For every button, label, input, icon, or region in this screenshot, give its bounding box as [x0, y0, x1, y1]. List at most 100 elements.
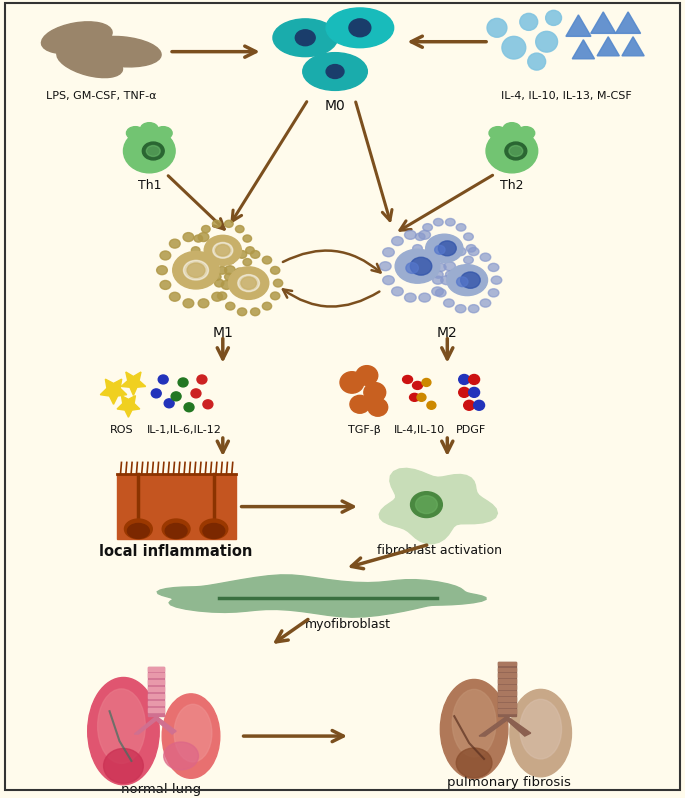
- Ellipse shape: [198, 232, 209, 242]
- Ellipse shape: [221, 280, 232, 290]
- Ellipse shape: [456, 223, 466, 231]
- Ellipse shape: [419, 293, 430, 302]
- Bar: [498, 685, 516, 689]
- Text: Th2: Th2: [500, 179, 523, 192]
- Bar: [148, 687, 164, 691]
- Ellipse shape: [225, 256, 235, 264]
- Ellipse shape: [460, 272, 480, 288]
- Ellipse shape: [473, 401, 484, 410]
- Ellipse shape: [423, 223, 432, 231]
- Ellipse shape: [216, 245, 230, 256]
- Ellipse shape: [173, 251, 219, 289]
- Ellipse shape: [403, 376, 412, 383]
- Ellipse shape: [246, 247, 254, 254]
- Ellipse shape: [184, 403, 194, 412]
- Ellipse shape: [164, 742, 199, 770]
- Ellipse shape: [405, 231, 416, 239]
- Ellipse shape: [457, 277, 468, 286]
- Ellipse shape: [444, 253, 454, 261]
- Ellipse shape: [203, 523, 225, 539]
- Ellipse shape: [225, 273, 233, 280]
- Ellipse shape: [165, 523, 187, 539]
- Ellipse shape: [419, 231, 430, 239]
- Bar: [148, 666, 164, 670]
- Ellipse shape: [422, 378, 431, 386]
- Polygon shape: [134, 717, 156, 734]
- Polygon shape: [121, 372, 146, 395]
- Ellipse shape: [356, 365, 377, 385]
- Bar: [498, 662, 516, 717]
- Ellipse shape: [445, 271, 455, 279]
- Ellipse shape: [238, 251, 247, 259]
- Ellipse shape: [505, 142, 527, 160]
- Ellipse shape: [123, 129, 175, 173]
- Ellipse shape: [201, 226, 210, 233]
- Ellipse shape: [456, 247, 466, 255]
- Ellipse shape: [415, 256, 425, 263]
- Ellipse shape: [217, 267, 227, 275]
- Ellipse shape: [466, 245, 476, 252]
- Bar: [498, 691, 516, 695]
- Ellipse shape: [440, 248, 452, 257]
- Ellipse shape: [456, 266, 466, 273]
- Bar: [498, 662, 516, 665]
- Ellipse shape: [469, 374, 479, 385]
- Ellipse shape: [364, 382, 386, 402]
- Ellipse shape: [440, 679, 508, 779]
- Ellipse shape: [480, 299, 490, 307]
- Ellipse shape: [213, 243, 233, 259]
- Ellipse shape: [171, 392, 181, 401]
- Ellipse shape: [440, 276, 452, 285]
- Ellipse shape: [480, 253, 490, 261]
- Ellipse shape: [427, 401, 436, 409]
- Ellipse shape: [527, 53, 546, 70]
- Ellipse shape: [459, 387, 470, 397]
- Ellipse shape: [423, 266, 432, 273]
- Ellipse shape: [251, 308, 260, 316]
- Ellipse shape: [445, 219, 455, 226]
- Ellipse shape: [432, 236, 443, 246]
- Bar: [148, 701, 164, 705]
- Ellipse shape: [434, 219, 443, 226]
- Text: ROS: ROS: [110, 425, 134, 435]
- Polygon shape: [597, 37, 619, 56]
- Text: IL-4,IL-10: IL-4,IL-10: [394, 425, 445, 435]
- Ellipse shape: [194, 235, 203, 242]
- Ellipse shape: [198, 298, 209, 308]
- Ellipse shape: [125, 519, 152, 539]
- Polygon shape: [616, 12, 640, 34]
- Ellipse shape: [154, 127, 172, 140]
- Bar: [498, 679, 516, 683]
- Ellipse shape: [444, 262, 456, 271]
- Text: LPS, GM-CSF, TNF-α: LPS, GM-CSF, TNF-α: [47, 92, 157, 101]
- Ellipse shape: [349, 19, 371, 37]
- Polygon shape: [622, 37, 644, 56]
- Ellipse shape: [432, 287, 443, 296]
- Ellipse shape: [157, 266, 167, 275]
- Ellipse shape: [197, 375, 207, 384]
- Ellipse shape: [326, 65, 344, 78]
- Text: normal lung: normal lung: [121, 783, 201, 796]
- Ellipse shape: [392, 287, 403, 296]
- Ellipse shape: [204, 235, 241, 266]
- Ellipse shape: [350, 395, 370, 413]
- Ellipse shape: [212, 273, 221, 280]
- Text: TGF-β: TGF-β: [349, 425, 382, 435]
- Ellipse shape: [273, 19, 338, 57]
- Ellipse shape: [57, 45, 123, 77]
- Ellipse shape: [217, 292, 227, 300]
- Ellipse shape: [127, 127, 145, 140]
- Ellipse shape: [238, 308, 247, 316]
- Ellipse shape: [410, 257, 432, 275]
- Ellipse shape: [416, 496, 437, 514]
- Ellipse shape: [417, 393, 426, 401]
- Ellipse shape: [383, 248, 395, 257]
- Text: Th1: Th1: [138, 179, 161, 192]
- Ellipse shape: [221, 251, 232, 260]
- Ellipse shape: [469, 247, 479, 255]
- Text: M2: M2: [437, 326, 458, 340]
- Ellipse shape: [236, 226, 244, 233]
- Ellipse shape: [438, 241, 456, 256]
- Ellipse shape: [169, 292, 180, 301]
- Ellipse shape: [379, 262, 391, 271]
